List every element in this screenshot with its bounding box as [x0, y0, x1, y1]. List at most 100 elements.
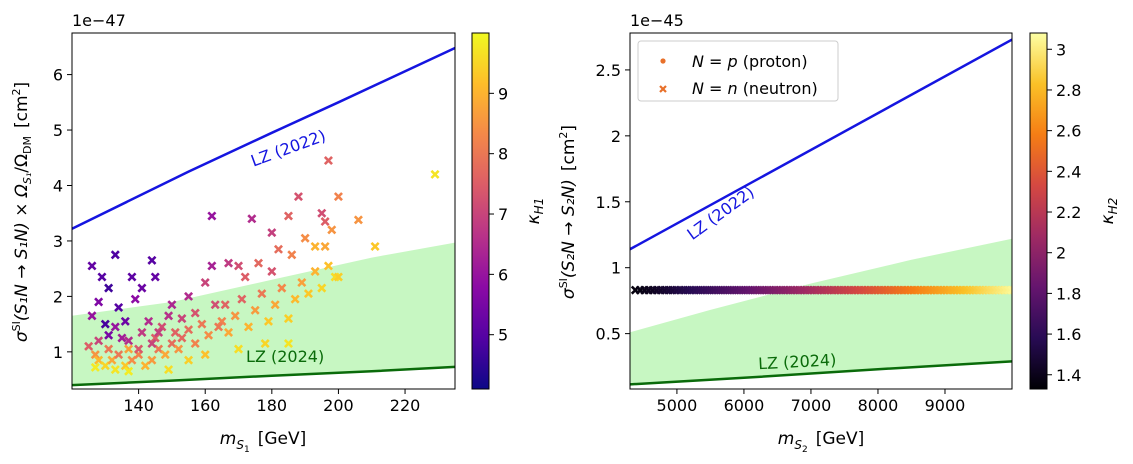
scatter-point — [87, 311, 97, 321]
x-tick-label: 220 — [390, 396, 421, 415]
y-tick-label: 1.5 — [596, 193, 621, 212]
scatter-point — [100, 361, 110, 371]
right-x-ticks: 5000 6000 7000 8000 9000 — [657, 389, 965, 415]
left-x-ticks: 140 160 180 200 220 — [123, 389, 420, 415]
left-scatter-points — [84, 156, 440, 376]
scatter-point — [243, 322, 254, 332]
colorbar-tick-label: 9 — [498, 84, 508, 103]
colorbar-tick-label: 2.6 — [1056, 122, 1081, 141]
scatter-point — [164, 311, 174, 321]
x-tick-label: 8000 — [858, 396, 899, 415]
right-colorbar: 1.4 1.6 1.8 2 2.2 2.4 2.6 2.8 3 κH2 — [1029, 32, 1120, 390]
scatter-point — [237, 294, 247, 304]
right-y-ticks: 0.5 1 1.5 2 2.5 — [596, 61, 630, 344]
left-x-axis-label: mS1[GeV] — [220, 429, 306, 455]
scatter-point — [257, 289, 267, 299]
scatter-point — [277, 283, 287, 293]
scatter-point — [100, 319, 110, 329]
scatter-point — [320, 217, 330, 227]
right-colorbar-gradient — [1029, 32, 1048, 390]
right-legend: N = p (proton) N = n (neutron) — [637, 40, 839, 102]
scatter-point — [94, 355, 104, 365]
x-tick-label: 140 — [123, 396, 154, 415]
scatter-point — [200, 350, 210, 360]
scatter-point — [94, 297, 104, 307]
colorbar-tick-label: 2.2 — [1056, 203, 1081, 222]
scatter-point — [197, 319, 207, 329]
right-chart: LZ (2022)LZ (2024) 5000 6000 7000 8000 9000 … — [557, 11, 1013, 455]
scatter-point — [267, 266, 277, 276]
colorbar-tick-label: 3 — [1056, 40, 1066, 59]
scatter-point — [117, 333, 127, 343]
left-y-axis-label: σSI(S₁N → S₁N) × ΩS₁/ΩDM[cm2] — [10, 82, 34, 342]
scatter-point — [120, 361, 130, 371]
scatter-point — [283, 211, 293, 221]
scatter-point — [250, 305, 260, 315]
scatter-point — [370, 241, 380, 252]
scatter-point — [110, 365, 120, 375]
scatter-point — [177, 333, 187, 343]
scatter-point — [190, 308, 200, 318]
scatter-point — [214, 322, 224, 332]
scatter-point — [154, 327, 164, 337]
left-colorbar-gradient — [471, 32, 490, 390]
scatter-point — [210, 300, 220, 310]
scatter-point — [167, 339, 177, 349]
colorbar-tick-label: 1.6 — [1056, 325, 1081, 344]
scatter-point — [317, 283, 327, 293]
limit-curve-1 — [72, 365, 455, 387]
sensitivity-band-area — [630, 238, 1012, 385]
legend-proton-label: N = p (proton) — [692, 52, 808, 71]
scatter-point — [293, 192, 303, 202]
scatter-point — [253, 258, 264, 268]
scatter-point — [430, 169, 440, 179]
scatter-point — [184, 355, 194, 365]
scatter-point — [110, 322, 120, 332]
scatter-point — [137, 283, 147, 293]
sensitivity-band-area — [72, 242, 455, 386]
left-colorbar-label: κH1 — [524, 198, 546, 225]
colorbar-tick-label: 1.8 — [1056, 284, 1081, 303]
colorbar-tick-label: 8 — [498, 145, 508, 164]
scatter-point — [124, 336, 134, 346]
scatter-point — [110, 250, 120, 260]
scatter-point — [87, 261, 97, 271]
left-colorbar-ticks: 5 6 7 8 9 — [489, 84, 508, 345]
x-tick-label: 160 — [190, 396, 221, 415]
x-tick-label: 5000 — [657, 396, 698, 415]
scatter-point — [310, 241, 320, 252]
scatter-point — [167, 300, 177, 310]
scatter-point — [200, 278, 210, 288]
scatter-point — [90, 350, 100, 360]
scatter-point — [287, 250, 297, 260]
limit-curve-label-0: LZ (2022) — [248, 126, 328, 171]
scatter-point — [147, 355, 157, 365]
legend-neutron-label: N = n (neutron) — [692, 79, 818, 98]
scatter-point — [263, 316, 274, 326]
left-colorbar: 5 6 7 8 9 κH1 — [471, 32, 546, 390]
scatter-point — [247, 214, 257, 224]
scatter-point — [107, 355, 117, 365]
y-tick-label: 5 — [53, 121, 63, 140]
scatter-point — [273, 244, 284, 254]
right-limit-curves — [630, 38, 1012, 386]
y-tick-label: 2.5 — [596, 61, 621, 80]
scatter-point — [270, 300, 280, 310]
scatter-point — [124, 344, 134, 354]
scatter-point — [140, 361, 150, 371]
scatter-point — [184, 291, 194, 301]
right-sensitivity-band — [630, 238, 1012, 385]
scatter-point — [154, 344, 164, 354]
scatter-point — [310, 266, 320, 276]
colorbar-tick-label: 5 — [498, 326, 508, 345]
scatter-point — [184, 325, 194, 335]
x-tick-label: 6000 — [724, 396, 765, 415]
scatter-point — [190, 339, 200, 349]
scatter-point — [230, 311, 240, 321]
scatter-point — [353, 215, 363, 225]
right-offset-text: 1e−45 — [630, 11, 684, 30]
x-tick-label: 180 — [257, 396, 288, 415]
scatter-point — [1007, 285, 1012, 295]
y-tick-label: 2 — [53, 287, 63, 306]
left-chart: LZ (2022) LZ (2024) 140 160 180 200 220 1 2 3 4 5… — [10, 11, 456, 455]
